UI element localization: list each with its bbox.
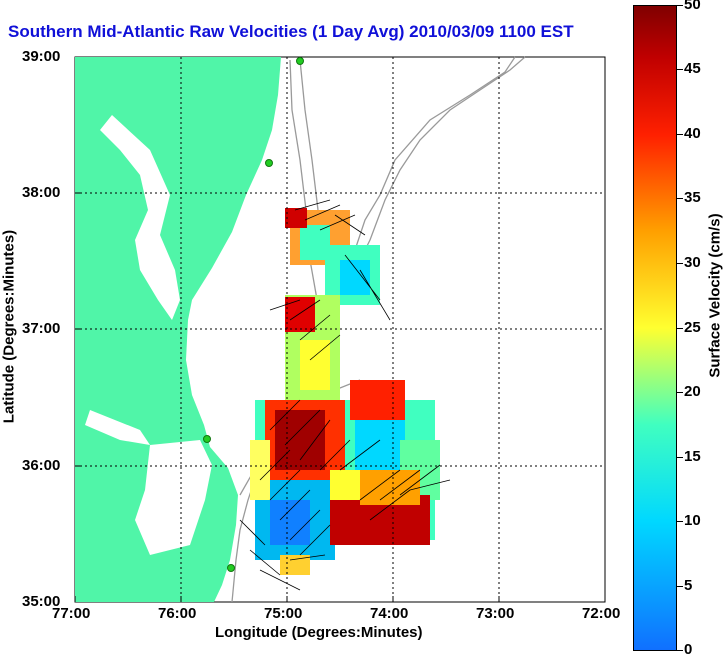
coastal-stations [203, 57, 304, 572]
y-tick-label: 38:00 [22, 184, 61, 201]
colorbar-tick-label: 10 [684, 512, 701, 529]
y-axis-label: Latitude (Degrees:Minutes) [0, 229, 18, 424]
colorbar-tick-label: 50 [684, 0, 701, 13]
colorbar-tick-label: 35 [684, 189, 701, 206]
sound-water [135, 440, 212, 555]
colorbar-tick-label: 0 [684, 641, 693, 658]
colorbar-label: Surface Velocity (cm/s) [706, 213, 724, 378]
colorbar [633, 5, 677, 651]
x-tick-label: 75:00 [264, 605, 303, 622]
y-tick-label: 39:00 [22, 48, 61, 65]
x-axis-label: Longitude (Degrees:Minutes) [215, 624, 423, 641]
colorbar-tick-label: 40 [684, 125, 701, 142]
colorbar-tick-label: 15 [684, 448, 701, 465]
bay-water [100, 115, 180, 320]
colorbar-tick-label: 25 [684, 319, 701, 336]
x-tick-label: 74:00 [370, 605, 409, 622]
x-tick-label: 72:00 [582, 605, 621, 622]
map-title: Southern Mid-Atlantic Raw Velocities (1 … [8, 22, 574, 41]
colorbar-tick-label: 45 [684, 60, 701, 77]
colorbar-tick-label: 20 [684, 383, 701, 400]
y-tick-label: 35:00 [22, 593, 61, 610]
colorbar-tick-label: 30 [684, 254, 701, 271]
velocity-vectors [239, 199, 451, 591]
x-tick-label: 73:00 [476, 605, 515, 622]
y-tick-label: 36:00 [22, 457, 61, 474]
colorbar-tick-label: 5 [684, 577, 693, 594]
axis-ticks [74, 192, 500, 602]
velocity-field [250, 208, 440, 575]
y-tick-label: 37:00 [22, 320, 61, 337]
x-tick-label: 77:00 [52, 605, 91, 622]
grid-lines [75, 57, 605, 602]
x-tick-label: 76:00 [158, 605, 197, 622]
